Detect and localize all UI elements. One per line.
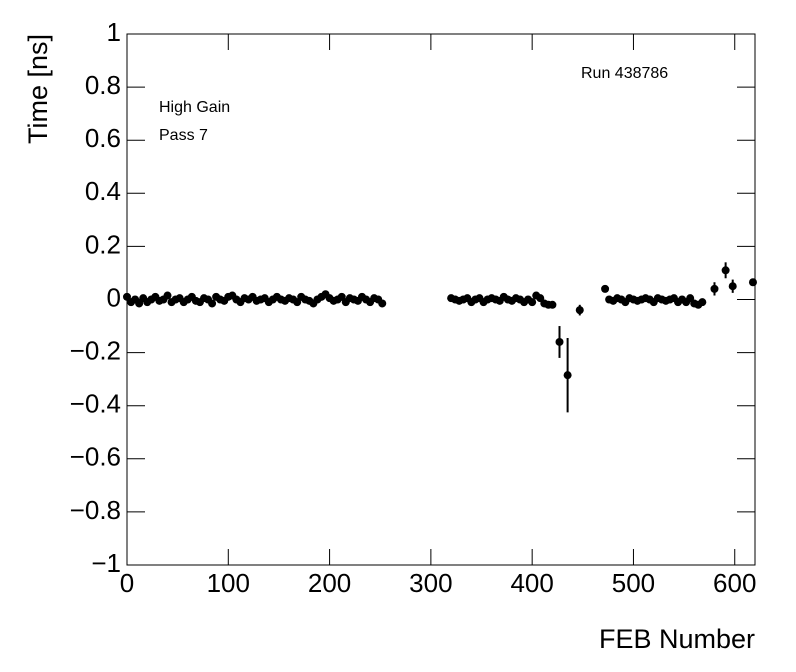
- data-point: [378, 299, 387, 308]
- x-axis-title: FEB Number: [599, 624, 755, 654]
- y-tick-label: −0.2: [70, 335, 121, 365]
- x-tick-label: 600: [713, 568, 756, 598]
- data-point: [555, 337, 564, 346]
- x-tick-label: 0: [120, 568, 134, 598]
- x-tick-label: 300: [409, 568, 452, 598]
- x-tick-label: 200: [308, 568, 351, 598]
- data-point: [163, 291, 172, 300]
- data-point: [601, 284, 610, 293]
- data-point: [548, 300, 557, 309]
- x-tick-label: 100: [207, 568, 250, 598]
- y-tick-label: 1: [107, 17, 121, 47]
- y-axis-title: Time [ns]: [23, 34, 53, 144]
- data-point: [721, 266, 730, 275]
- data-point: [710, 284, 719, 293]
- y-tick-label: 0.6: [85, 123, 121, 153]
- y-tick-label: −0.6: [70, 442, 121, 472]
- x-tick-label: 500: [612, 568, 655, 598]
- gain-label: High Gain: [159, 99, 230, 116]
- y-tick-label: −1: [91, 548, 121, 578]
- y-tick-label: −0.4: [70, 389, 121, 419]
- data-point: [563, 371, 572, 380]
- data-point: [698, 298, 707, 307]
- y-tick-label: −0.8: [70, 495, 121, 525]
- y-tick-label: 0.2: [85, 229, 121, 259]
- run-label: Run 438786: [581, 65, 668, 82]
- data-point: [528, 298, 537, 307]
- y-tick-label: 0.4: [85, 176, 121, 206]
- data-point: [575, 306, 584, 315]
- data-point: [748, 278, 757, 287]
- data-point: [728, 282, 737, 291]
- x-tick-label: 400: [510, 568, 553, 598]
- y-tick-label: 0.8: [85, 70, 121, 100]
- pass-label: Pass 7: [159, 127, 208, 144]
- y-tick-label: 0: [107, 282, 121, 312]
- data-point: [208, 299, 217, 308]
